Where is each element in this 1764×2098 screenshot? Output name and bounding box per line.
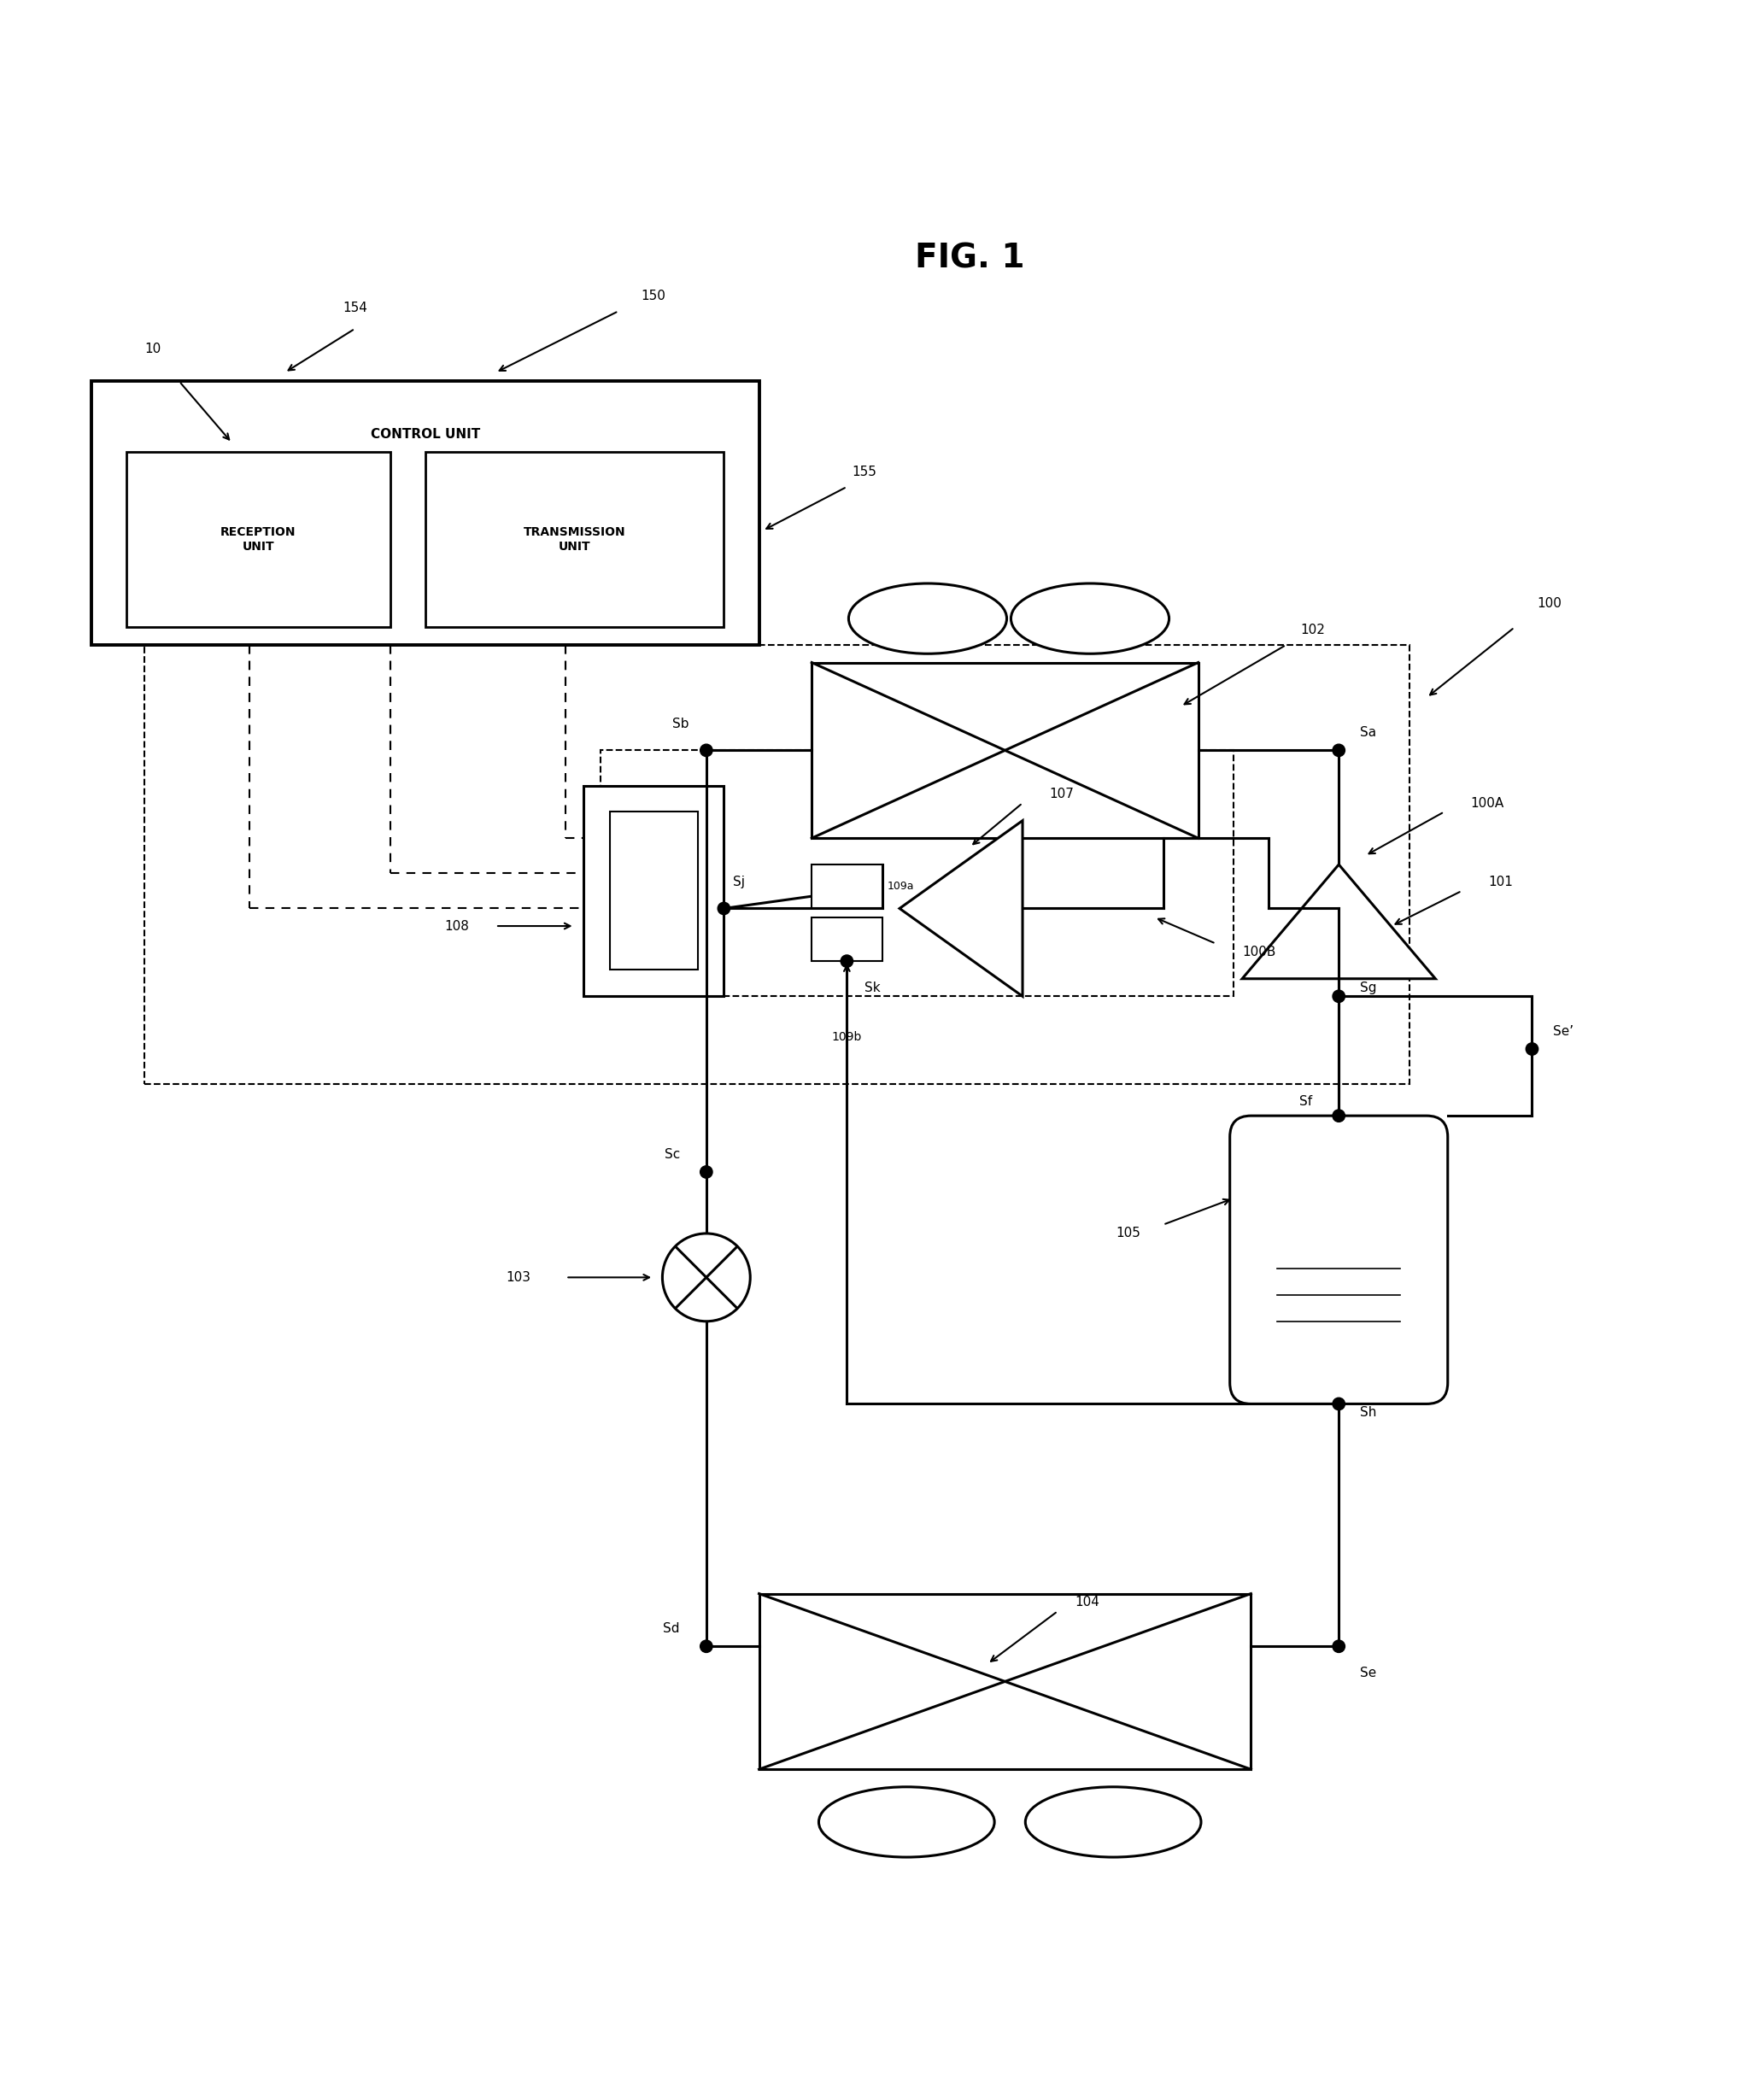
Text: 100: 100 — [1536, 598, 1561, 611]
Circle shape — [700, 1166, 713, 1179]
Text: FIG. 1: FIG. 1 — [916, 241, 1025, 275]
FancyBboxPatch shape — [811, 917, 882, 961]
Text: 100A: 100A — [1471, 797, 1505, 810]
Text: TRANSMISSION
UNIT: TRANSMISSION UNIT — [524, 527, 626, 552]
Circle shape — [1332, 1397, 1344, 1410]
Text: Sb: Sb — [672, 718, 688, 730]
Ellipse shape — [1025, 1787, 1201, 1857]
Circle shape — [1332, 745, 1344, 757]
Circle shape — [700, 1641, 713, 1653]
Ellipse shape — [818, 1787, 995, 1857]
Circle shape — [700, 745, 713, 757]
Text: 100B: 100B — [1242, 946, 1275, 959]
Circle shape — [718, 902, 730, 915]
Ellipse shape — [848, 583, 1007, 655]
Circle shape — [1526, 1043, 1538, 1055]
Text: 107: 107 — [1050, 789, 1074, 801]
Text: Sd: Sd — [663, 1622, 679, 1634]
Circle shape — [841, 955, 854, 967]
Text: Sj: Sj — [732, 875, 744, 890]
Text: 109a: 109a — [887, 881, 914, 892]
Text: 109b: 109b — [833, 1032, 863, 1043]
Text: 105: 105 — [1115, 1227, 1140, 1240]
Text: 103: 103 — [506, 1271, 531, 1284]
Circle shape — [1332, 1641, 1344, 1653]
Text: RECEPTION
UNIT: RECEPTION UNIT — [220, 527, 296, 552]
FancyBboxPatch shape — [610, 812, 697, 969]
Text: Sc: Sc — [665, 1148, 679, 1160]
FancyBboxPatch shape — [811, 663, 1198, 839]
Polygon shape — [1242, 864, 1436, 980]
Text: Se: Se — [1360, 1666, 1376, 1678]
FancyBboxPatch shape — [425, 451, 723, 627]
Text: 155: 155 — [852, 466, 877, 478]
Ellipse shape — [1011, 583, 1170, 655]
Text: 150: 150 — [642, 290, 667, 302]
Text: Sf: Sf — [1300, 1095, 1312, 1108]
Text: Sh: Sh — [1360, 1406, 1376, 1418]
FancyBboxPatch shape — [759, 1594, 1251, 1769]
Text: 154: 154 — [342, 302, 367, 315]
Text: CONTROL UNIT: CONTROL UNIT — [370, 428, 480, 441]
Text: 104: 104 — [1076, 1597, 1101, 1609]
Text: 101: 101 — [1489, 875, 1514, 890]
Text: Se’: Se’ — [1552, 1026, 1573, 1039]
FancyBboxPatch shape — [92, 382, 759, 644]
Circle shape — [663, 1234, 750, 1322]
Circle shape — [1332, 990, 1344, 1003]
Text: 10: 10 — [145, 342, 161, 355]
FancyBboxPatch shape — [811, 864, 882, 908]
Polygon shape — [900, 820, 1023, 997]
FancyBboxPatch shape — [584, 785, 723, 997]
Text: 108: 108 — [445, 919, 469, 932]
Text: Sa: Sa — [1360, 726, 1376, 738]
Text: Sg: Sg — [1360, 982, 1376, 994]
FancyBboxPatch shape — [1230, 1116, 1448, 1404]
FancyBboxPatch shape — [127, 451, 390, 627]
Text: 102: 102 — [1300, 623, 1325, 636]
Text: Sk: Sk — [864, 982, 880, 994]
Circle shape — [1332, 1110, 1344, 1122]
